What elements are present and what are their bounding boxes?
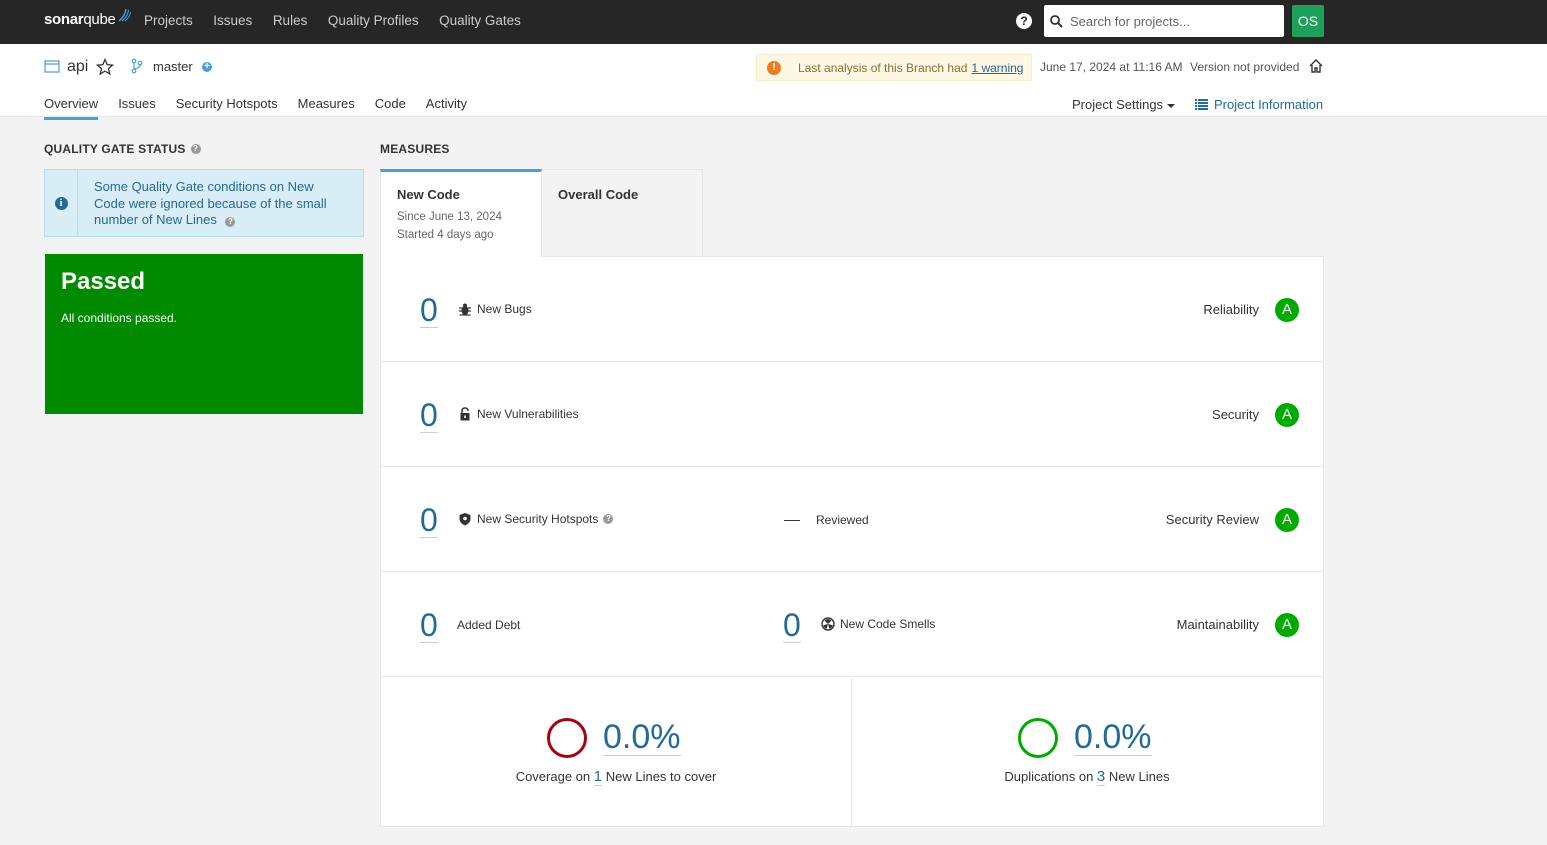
- new-hotspots-label: New Security Hotspots ?: [458, 512, 614, 526]
- help-tooltip-icon[interactable]: ?: [225, 217, 236, 227]
- reliability-label: Reliability: [1203, 302, 1259, 317]
- coverage-lines-link[interactable]: 1: [593, 768, 603, 786]
- new-code-smells-label: New Code Smells: [821, 617, 935, 631]
- main-nav-links: Projects Issues Rules Quality Profiles Q…: [144, 13, 541, 28]
- tab-activity[interactable]: Activity: [425, 96, 467, 111]
- info-icon: i: [54, 196, 68, 210]
- quality-gate-status: Passed: [61, 268, 146, 295]
- added-debt-value[interactable]: 0: [420, 607, 438, 643]
- new-code-tab-title: New Code: [397, 187, 460, 202]
- code-smell-icon: [821, 617, 835, 631]
- project-settings-dropdown[interactable]: Project Settings: [1072, 97, 1176, 112]
- tab-issues[interactable]: Issues: [118, 96, 156, 111]
- nav-projects[interactable]: Projects: [144, 13, 193, 28]
- lock-icon: [460, 407, 470, 421]
- top-navigation-bar: sonar qube Projects Issues Rules Quality …: [0, 0, 1547, 44]
- security-review-label: Security Review: [1165, 512, 1259, 527]
- tab-measures[interactable]: Measures: [297, 96, 355, 111]
- new-code-smells-value[interactable]: 0: [783, 607, 801, 643]
- add-branch-icon[interactable]: +: [202, 62, 212, 72]
- reliability-rating-badge[interactable]: A: [1275, 298, 1299, 322]
- project-settings-label: Project Settings: [1072, 97, 1164, 112]
- reviewed-label: Reviewed: [816, 513, 869, 527]
- duplications-label: Duplications on 3 New Lines: [1004, 768, 1170, 786]
- duplications-lines-link[interactable]: 3: [1096, 768, 1106, 786]
- quality-gate-status-card: Passed All conditions passed.: [45, 254, 363, 414]
- help-tooltip-icon[interactable]: ?: [603, 514, 614, 524]
- security-rating-badge[interactable]: A: [1275, 403, 1299, 427]
- tab-code[interactable]: Code: [374, 96, 406, 111]
- chevron-down-icon: [1167, 103, 1176, 108]
- maintainability-rating-badge[interactable]: A: [1275, 613, 1299, 637]
- maintainability-label: Maintainability: [1176, 617, 1259, 632]
- warning-icon: !: [767, 60, 781, 75]
- duplications-panel: 0.0% Duplications on 3 New Lines: [852, 678, 1323, 826]
- branch-name[interactable]: master: [153, 59, 193, 74]
- nav-issues[interactable]: Issues: [213, 13, 253, 28]
- new-vulnerabilities-label: New Vulnerabilities: [458, 407, 579, 421]
- duplications-donut-icon: [1018, 718, 1058, 758]
- measures-card: 0 New Bugs Reliability A 0 New Vulnerabi…: [380, 256, 1324, 827]
- info-icon-cell: i: [45, 170, 78, 236]
- measures-title: MEASURES: [380, 142, 450, 156]
- tab-overall-code[interactable]: Overall Code: [541, 169, 703, 257]
- search-icon: [1050, 14, 1063, 28]
- new-bugs-value[interactable]: 0: [420, 292, 438, 328]
- coverage-value[interactable]: 0.0%: [603, 718, 681, 756]
- nav-rules[interactable]: Rules: [272, 13, 308, 28]
- nav-quality-gates[interactable]: Quality Gates: [439, 13, 521, 28]
- warning-link[interactable]: 1 warning: [971, 60, 1024, 75]
- sonarqube-logo[interactable]: sonar qube: [44, 8, 131, 28]
- coverage-label: Coverage on 1 New Lines to cover: [515, 768, 717, 786]
- branch-icon: [131, 58, 143, 74]
- component-header: api master + ! Last analysis of this Bra…: [0, 44, 1547, 120]
- info-message: Some Quality Gate conditions on New Code…: [94, 179, 327, 227]
- new-code-since: Since June 13, 2024: [397, 211, 502, 223]
- warning-text: Last analysis of this Branch had: [798, 60, 968, 75]
- quality-gate-title: QUALITY GATE STATUS?: [44, 142, 201, 156]
- tab-security-hotspots[interactable]: Security Hotspots: [175, 96, 278, 111]
- help-tooltip-icon[interactable]: ?: [190, 144, 201, 154]
- overall-code-tab-title: Overall Code: [558, 187, 639, 202]
- project-tabs: Overview Issues Security Hotspots Measur…: [44, 96, 487, 120]
- favorite-star-icon[interactable]: [96, 58, 114, 76]
- home-icon[interactable]: [1308, 58, 1324, 74]
- coverage-donut-icon: [547, 718, 587, 758]
- list-icon: [1195, 99, 1208, 110]
- quality-gate-info-alert: i Some Quality Gate conditions on New Co…: [44, 169, 364, 237]
- security-label: Security: [1212, 407, 1259, 422]
- security-review-rating-badge[interactable]: A: [1275, 508, 1299, 532]
- search-box[interactable]: [1044, 5, 1284, 37]
- search-input[interactable]: [1070, 13, 1270, 29]
- new-code-started: Started 4 days ago: [397, 229, 494, 241]
- security-review-row: 0 New Security Hotspots ? Reviewed Secur…: [381, 467, 1323, 572]
- logo-waves-icon: [118, 8, 131, 22]
- project-name[interactable]: api: [67, 58, 89, 75]
- project-icon: [44, 60, 60, 73]
- bug-icon: [459, 303, 471, 316]
- security-row: 0 New Vulnerabilities Security A: [381, 362, 1323, 467]
- version-label: Version not provided: [1190, 60, 1300, 74]
- help-icon[interactable]: ?: [1016, 13, 1032, 29]
- new-vulnerabilities-value[interactable]: 0: [420, 397, 438, 433]
- tab-overview[interactable]: Overview: [44, 96, 99, 120]
- analysis-warning-banner: ! Last analysis of this Branch had 1 war…: [756, 54, 1032, 81]
- tab-new-code[interactable]: New Code Since June 13, 2024 Started 4 d…: [380, 169, 542, 257]
- quality-gate-status-detail: All conditions passed.: [61, 311, 178, 325]
- user-avatar[interactable]: OS: [1292, 5, 1324, 37]
- maintainability-row: 0 Added Debt 0 New Code Smells Maintaina…: [381, 572, 1323, 677]
- new-bugs-label: New Bugs: [458, 302, 532, 316]
- project-information-link[interactable]: Project Information: [1195, 97, 1323, 112]
- reviewed-empty-dash: [784, 520, 800, 521]
- analysis-date: June 17, 2024 at 11:16 AM: [1040, 60, 1183, 74]
- added-debt-label: Added Debt: [457, 618, 521, 632]
- coverage-panel: 0.0% Coverage on 1 New Lines to cover: [381, 678, 852, 826]
- nav-quality-profiles[interactable]: Quality Profiles: [327, 13, 419, 28]
- shield-icon: [459, 513, 471, 526]
- project-information-label: Project Information: [1214, 97, 1324, 112]
- duplications-value[interactable]: 0.0%: [1074, 718, 1152, 756]
- reliability-row: 0 New Bugs Reliability A: [381, 257, 1323, 362]
- new-hotspots-value[interactable]: 0: [420, 502, 438, 538]
